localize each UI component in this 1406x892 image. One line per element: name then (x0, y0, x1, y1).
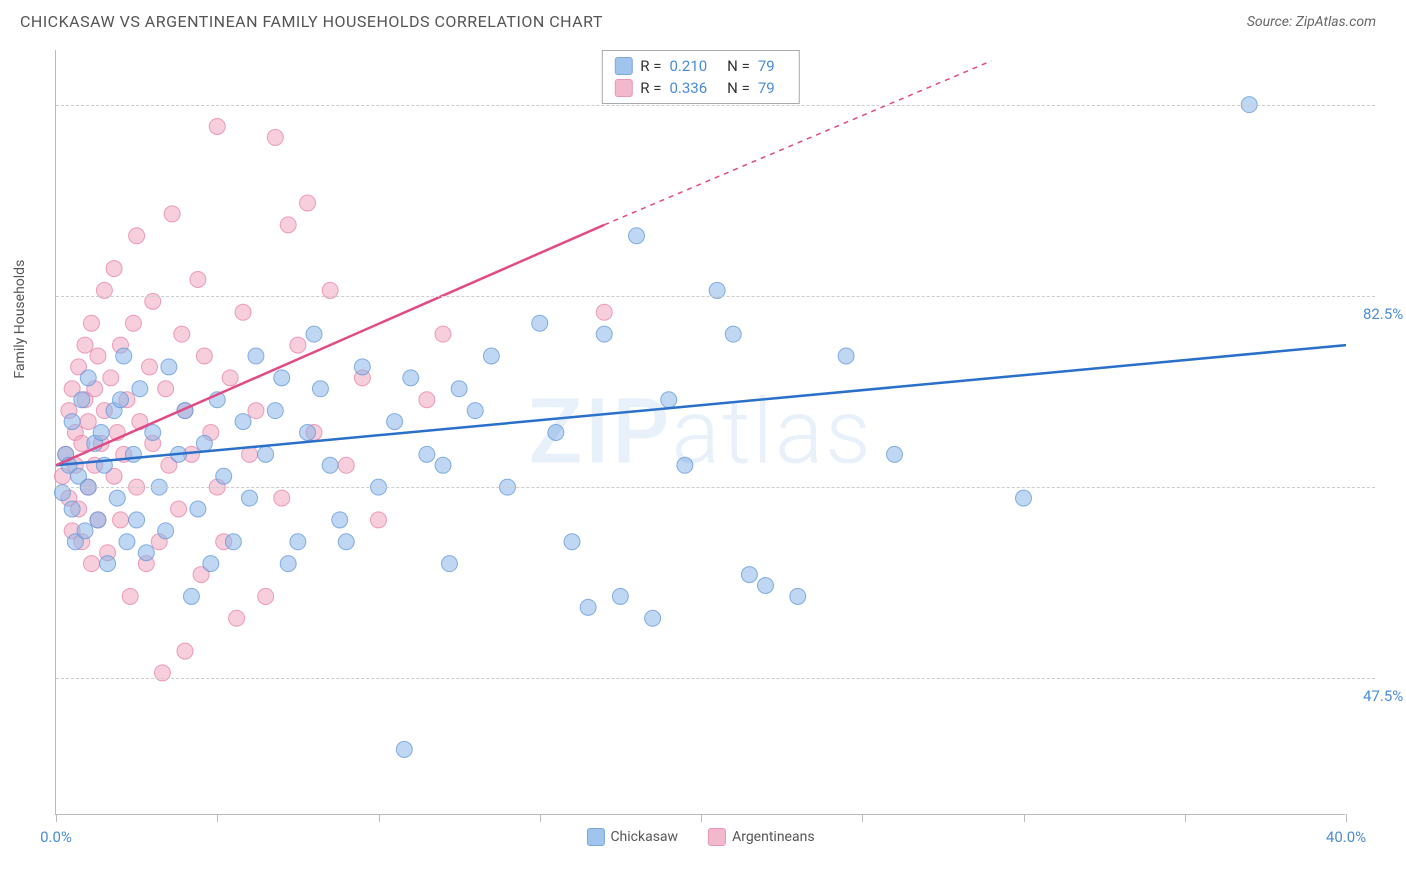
x-tick-label: 0.0% (40, 828, 72, 846)
x-tick-label: 40.0% (1326, 828, 1366, 846)
swatch-argentineans (614, 79, 632, 97)
legend-item-chickasaw: Chickasaw (586, 828, 678, 846)
legend-row-argentineans: R = 0.336 N = 79 (614, 77, 786, 99)
swatch-chickasaw (614, 57, 632, 75)
y-tick-label: 82.5% (1363, 305, 1406, 323)
scatter-plot-area: ZIPatlas R = 0.210 N = 79 R = 0.336 N = … (55, 50, 1345, 815)
chart-title: CHICKASAW VS ARGENTINEAN FAMILY HOUSEHOL… (20, 12, 603, 31)
swatch-chickasaw-bottom (586, 828, 604, 846)
y-tick-label: 47.5% (1363, 687, 1406, 705)
y-axis-title: Family Households (12, 260, 28, 379)
source-attribution: Source: ZipAtlas.com (1247, 14, 1376, 30)
legend-row-chickasaw: R = 0.210 N = 79 (614, 55, 786, 77)
swatch-argentineans-bottom (708, 828, 726, 846)
legend-item-argentineans: Argentineans (708, 828, 814, 846)
scatter-svg (56, 50, 1345, 814)
correlation-legend: R = 0.210 N = 79 R = 0.336 N = 79 (601, 50, 799, 104)
series-legend: Chickasaw Argentineans (586, 828, 814, 846)
